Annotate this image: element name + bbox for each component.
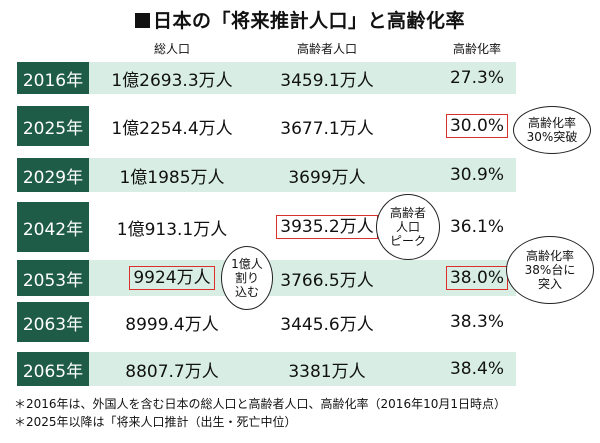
elderly-cell: 3699万人	[288, 167, 366, 188]
callout-rate-30: 高齢化率 30%突破	[513, 106, 591, 154]
callout-elderly-peak: 高齢者 人口 ピーク	[376, 194, 440, 260]
header-elderly: 高齢者人口	[296, 42, 357, 56]
table-row: 2042年 1億913.1万人 3935.2万人 36.1%	[17, 202, 516, 252]
elderly-cell: 3445.6万人	[280, 314, 374, 335]
elderly-cell-highlighted: 3935.2万人	[276, 215, 378, 239]
rate-cell: 36.1%	[449, 217, 504, 237]
rate-cell-highlighted: 38.0%	[445, 266, 508, 290]
total-cell: 8999.4万人	[125, 314, 219, 335]
table-row: 2025年 1億2254.4万人 3677.1万人 30.0%	[17, 106, 516, 146]
total-cell: 1億2693.3万人	[111, 70, 233, 91]
callout-line: 高齢化率	[525, 249, 574, 263]
year-cell: 2025年	[17, 106, 89, 146]
elderly-cell: 3459.1万人	[280, 70, 374, 91]
callout-line: ピーク	[389, 234, 426, 248]
callout-line: 突入	[537, 277, 562, 291]
callout-line: 人口	[395, 220, 420, 234]
callout-line: 38%台に	[524, 263, 576, 277]
header-total: 総人口	[153, 42, 190, 56]
callout-line: 割り	[234, 271, 259, 285]
title-text: 日本の「将来推計人口」と高齢化率	[152, 10, 465, 32]
callout-line: 1億人	[231, 257, 263, 271]
year-cell: 2065年	[17, 352, 89, 386]
total-cell: 1億2254.4万人	[111, 118, 233, 139]
elderly-cell: 3381万人	[288, 361, 366, 382]
year-cell: 2042年	[17, 202, 89, 252]
callout-line: 高齢者	[389, 206, 426, 220]
page-title: 日本の「将来推計人口」と高齢化率	[0, 6, 600, 33]
callout-rate-38: 高齢化率 38%台に 突入	[506, 236, 594, 304]
year-cell: 2029年	[17, 158, 89, 192]
rate-cell: 30.9%	[449, 165, 504, 185]
year-cell: 2063年	[17, 302, 89, 342]
rate-cell: 38.3%	[449, 312, 504, 332]
rate-cell: 27.3%	[449, 68, 504, 88]
total-cell: 1億1985万人	[119, 167, 225, 188]
table-row: 2065年 8807.7万人 3381万人 38.4%	[17, 352, 516, 386]
rate-cell-highlighted: 30.0%	[445, 114, 508, 138]
table-row: 2029年 1億1985万人 3699万人 30.9%	[17, 158, 516, 192]
footnote: ＊2025年以降は「将来人口推計（出生・死亡中位）	[14, 415, 297, 429]
callout-line: 込む	[234, 285, 259, 299]
rate-cell: 38.4%	[449, 359, 504, 379]
year-cell: 2016年	[17, 62, 89, 94]
callout-below-100m: 1億人 割り 込む	[221, 246, 273, 310]
callout-line: 30%突破	[526, 130, 578, 144]
year-cell: 2053年	[17, 260, 89, 296]
elderly-cell: 3677.1万人	[280, 118, 374, 139]
total-cell-highlighted: 9924万人	[129, 266, 215, 290]
total-cell: 1億913.1万人	[116, 219, 228, 240]
header-rate: 高齢化率	[452, 42, 501, 56]
table-row: 2063年 8999.4万人 3445.6万人 38.3%	[17, 302, 516, 342]
footnote: ＊2016年は、外国人を含む日本の総人口と高齢者人口、高齢化率（2016年10月…	[14, 397, 506, 411]
total-cell: 8807.7万人	[125, 361, 219, 382]
callout-line: 高齢化率	[527, 116, 576, 130]
title-square-icon	[134, 13, 150, 28]
table-row: 2016年 1億2693.3万人 3459.1万人 27.3%	[17, 62, 516, 94]
elderly-cell: 3766.5万人	[280, 270, 374, 291]
